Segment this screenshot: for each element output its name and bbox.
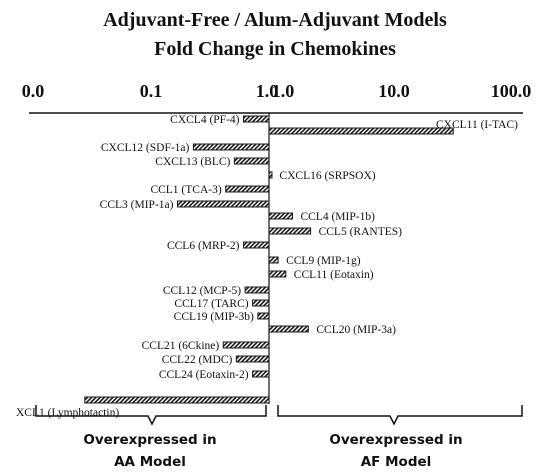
annotation-af-line1: Overexpressed in (329, 432, 462, 448)
bar-label: CCL3 (MIP-1a) (100, 199, 174, 211)
bar-label: CXCL13 (BLC) (155, 156, 230, 168)
annotation-af-line2: AF Model (361, 454, 432, 470)
bar-label: CCL1 (TCA-3) (150, 184, 221, 196)
x-tick-label: 0.1 (140, 81, 163, 101)
bar (268, 256, 279, 264)
bar-label: CXCL11 (I-TAC) (436, 119, 518, 131)
bar (84, 396, 270, 404)
x-tick-label: 1.0 (256, 81, 279, 101)
annotation-aa-line2: AA Model (114, 454, 186, 470)
x-tick-label: 0.0 (22, 81, 45, 101)
chart-title: Adjuvant-Free / Alum-Adjuvant Models (103, 9, 447, 31)
annotation-aa-line1: Overexpressed in (83, 432, 216, 448)
bar-label: XCL1 (Lymphotactin) (16, 407, 119, 419)
bar-label: CCL17 (TARC) (174, 298, 248, 310)
bar-label: CCL20 (MIP-3a) (316, 324, 396, 336)
bar (242, 241, 270, 249)
bar-label: CCL19 (MIP-3b) (174, 311, 254, 323)
bar (252, 370, 270, 378)
bar (257, 312, 270, 320)
bar (225, 185, 270, 193)
bar (176, 200, 270, 208)
bar (268, 127, 454, 135)
bar-label: CCL9 (MIP-1g) (286, 255, 361, 267)
bar-label: CXCL4 (PF-4) (170, 114, 239, 126)
brace-right (277, 405, 523, 426)
x-tick-label: 1.0 (272, 81, 295, 101)
bar (268, 227, 312, 235)
bar-label: CCL21 (6Ckine) (142, 340, 220, 352)
bar-label: CCL11 (Eotaxin) (294, 269, 374, 281)
x-axis-ticks: 0.0 0.1 1.01.0 10.0 100.0 (22, 81, 532, 101)
bar (244, 286, 270, 294)
bar (192, 143, 270, 151)
bar-label: CCL4 (MIP-1b) (300, 211, 375, 223)
x-tick-label: 10.0 (378, 81, 410, 101)
bar (268, 270, 287, 278)
bar (268, 212, 293, 220)
bar (233, 157, 270, 165)
brace-left (35, 405, 267, 426)
bar (242, 115, 270, 123)
bar (222, 341, 270, 349)
bar (252, 299, 270, 307)
bar (235, 355, 270, 363)
chart-subtitle: Fold Change in Chemokines (154, 38, 396, 60)
bar-label: CCL6 (MRP-2) (167, 240, 240, 252)
bar-label: CCL12 (MCP-5) (163, 285, 241, 297)
bar-label: CCL24 (Eotaxin-2) (159, 369, 249, 381)
bar (268, 171, 273, 179)
bar-label: CXCL16 (SRPSOX) (279, 170, 375, 182)
bars: CXCL4 (PF-4) CXCL11 (I-TAC) CXCL12 (SDF-1a… (16, 114, 518, 419)
bar-label: CCL22 (MDC) (162, 354, 233, 366)
x-tick-label: 100.0 (491, 81, 532, 101)
bar-label: CCL5 (RANTES) (319, 226, 403, 238)
bar (268, 325, 309, 333)
bar-label: CXCL12 (SDF-1a) (101, 142, 190, 154)
